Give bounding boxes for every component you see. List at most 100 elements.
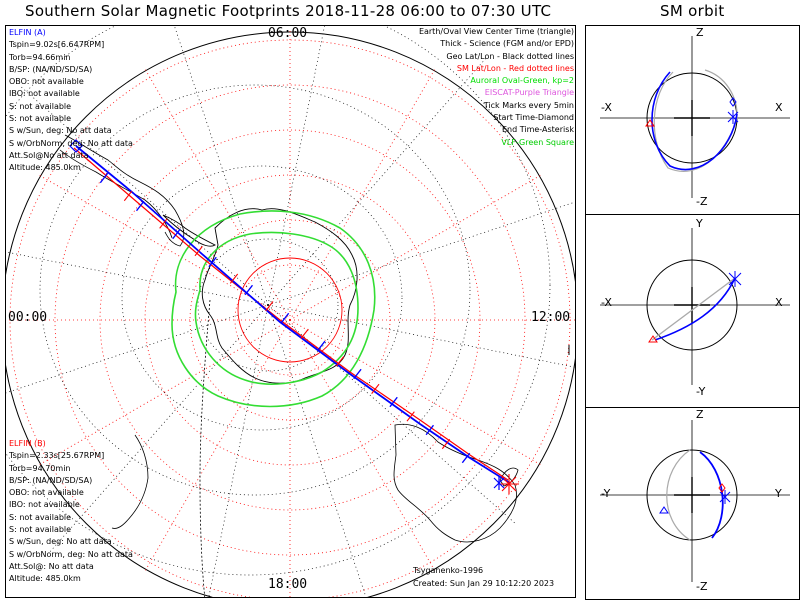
footprint-map-frame xyxy=(5,25,576,598)
orbit-plot-yz xyxy=(600,420,790,582)
clock-label-top: 06:00 xyxy=(268,26,308,41)
geo-longitude-line xyxy=(267,201,575,306)
elfin-a-line: Tspin=9.02s[6.647RPM] xyxy=(9,40,105,50)
orbit-plot-xz xyxy=(600,36,790,198)
legend-item: Start Time-Diamond xyxy=(493,113,574,123)
elfin-b-track xyxy=(73,147,509,481)
orbit-xz-left-label: -X xyxy=(601,101,612,114)
orbit-yz-bottom-label: -Z xyxy=(696,580,708,593)
antarctica-coastline xyxy=(201,208,358,384)
elfin-b-line: Altitude: 485.0km xyxy=(9,574,81,584)
sm-longitude-line xyxy=(289,319,542,466)
elfin-a-label: ELFIN (A) xyxy=(9,28,46,37)
auroral-oval-equatorward xyxy=(171,210,376,408)
orbit-yz-elfin-a xyxy=(699,451,724,539)
clock-label-right: 12:00 xyxy=(531,310,571,325)
elfin-b-tick xyxy=(194,246,203,257)
legend-item: SM Lat/Lon - Red dotted lines xyxy=(456,63,574,73)
geo-longitude-grid xyxy=(6,26,575,597)
elfin-a-tick xyxy=(461,452,471,464)
orbit-yz-elfin-b xyxy=(666,449,691,541)
elfin-b-line: IBO: not available xyxy=(9,500,80,510)
legend: Earth/Oval View Center Time (triangle) T… xyxy=(419,26,574,149)
elfin-a-info: ELFIN (A) Tspin=9.02s[6.647RPM] Torb=94.… xyxy=(9,27,133,175)
elfin-a-tick xyxy=(316,340,326,352)
orbit-title: SM orbit xyxy=(660,2,725,20)
geo-longitude-line xyxy=(208,304,269,597)
elfin-a-tick xyxy=(135,200,145,212)
orbit-xy-bottom-label: -Y xyxy=(696,385,706,398)
page-title: Southern Solar Magnetic Footprints 2018-… xyxy=(25,2,552,20)
elfin-a-tick xyxy=(244,284,254,296)
sm-longitude-line xyxy=(289,68,436,321)
elfin-b-tick xyxy=(265,301,274,312)
australia-coastline xyxy=(393,423,517,543)
elfin-b-label: ELFIN (B) xyxy=(9,439,46,448)
elfin-b-line: S w/OrbNorm, deg: No att data xyxy=(9,549,133,559)
orbit-xy-elfin-b xyxy=(651,277,736,341)
sm-inner-circle xyxy=(237,257,343,363)
elfin-b-line: S: not available xyxy=(9,512,72,522)
sm-longitude-line xyxy=(289,319,436,572)
elfin-a-line: Torb=94.66min xyxy=(9,52,71,62)
orbit-xy-elfin-a xyxy=(654,277,736,341)
model-label: Tsyganenko-1996 xyxy=(413,566,484,575)
legend-item: Tick Marks every 5min xyxy=(483,100,574,110)
auroral-oval-poleward xyxy=(194,231,359,385)
orbit-yz-start-diamond xyxy=(718,483,726,493)
legend-item: End Time-Asterisk xyxy=(501,125,574,135)
orbit-yz-elfin-b-start xyxy=(659,506,669,514)
elfin-a-tick xyxy=(208,256,217,268)
elfin-b-tick xyxy=(159,218,168,229)
orbit-plot-xy xyxy=(600,228,790,385)
legend-item: EISCAT-Purple Triangle xyxy=(484,88,574,98)
sm-longitude-grid xyxy=(6,30,575,597)
elfin-b-line: B/SP: (NA/ND/SD/SA) xyxy=(9,475,93,485)
elfin-a-tick xyxy=(425,424,435,436)
elfin-a-line: OBO: not available xyxy=(9,77,84,87)
orbit-xy-elfin-b-start xyxy=(648,335,658,343)
elfin-a-tick xyxy=(353,368,362,380)
clock-label-bottom: 18:00 xyxy=(268,577,308,592)
orbit-yz-end-asterisk xyxy=(719,490,731,504)
legend-item: Geo Lat/Lon - Black dotted lines xyxy=(446,51,574,61)
legend-item: Earth/Oval View Center Time (triangle) xyxy=(418,27,574,36)
geo-longitude-line xyxy=(267,304,367,597)
elfin-b-tick xyxy=(371,383,380,394)
sm-longitude-line xyxy=(144,68,291,321)
orbit-xy-left-label: -X xyxy=(601,296,612,309)
elfin-a-line: S w/OrbNorm, deg: No att data xyxy=(9,138,133,148)
elfin-b-tick xyxy=(406,411,415,422)
elfin-b-info: ELFIN (B) Tspin=2.33s[25.67RPM] Torb=94.… xyxy=(9,438,133,586)
elfin-b-tick xyxy=(300,328,309,339)
elfin-b-line: OBO: not available xyxy=(9,488,84,498)
elfin-a-tick xyxy=(99,172,109,184)
sm-longitude-line xyxy=(289,174,542,321)
elfin-b-tick xyxy=(335,356,345,367)
clock-label-left: 00:00 xyxy=(8,310,48,325)
elfin-a-line: B/SP: (NA/ND/SD/SA) xyxy=(9,64,93,74)
created-label: Created: Sun Jan 29 10:12:20 2023 xyxy=(413,579,555,588)
orbit-xy-top-label: Y xyxy=(696,217,703,230)
orbit-xz-right-label: X xyxy=(775,101,783,114)
africa-coastline xyxy=(111,434,149,529)
orbit-xz-end-asterisk xyxy=(727,110,739,124)
orbit-xz-elfin-a xyxy=(651,71,738,171)
elfin-a-line: Altitude: 485.0km xyxy=(9,163,81,173)
elfin-a-start-diamond xyxy=(69,139,83,153)
elfin-a-line: Att.Sol@No att data xyxy=(9,150,89,160)
geo-longitude-line xyxy=(174,26,269,306)
orbit-xz-elfin-b xyxy=(653,69,738,172)
elfin-a-tick xyxy=(172,228,181,240)
elfin-a-line: IBO: not available xyxy=(9,89,80,99)
sm-longitude-line xyxy=(144,319,291,572)
sm-longitude-line xyxy=(38,174,291,321)
orbit-xz-start-diamond xyxy=(729,97,737,107)
elfin-b-tick-marks xyxy=(123,190,451,450)
orbit-yz-right-label: Y xyxy=(775,487,782,500)
geo-longitude-line xyxy=(267,304,516,524)
orbit-xz-top-label: Z xyxy=(696,26,704,39)
legend-item: Auroral Oval-Green, kp=2 xyxy=(470,76,574,86)
